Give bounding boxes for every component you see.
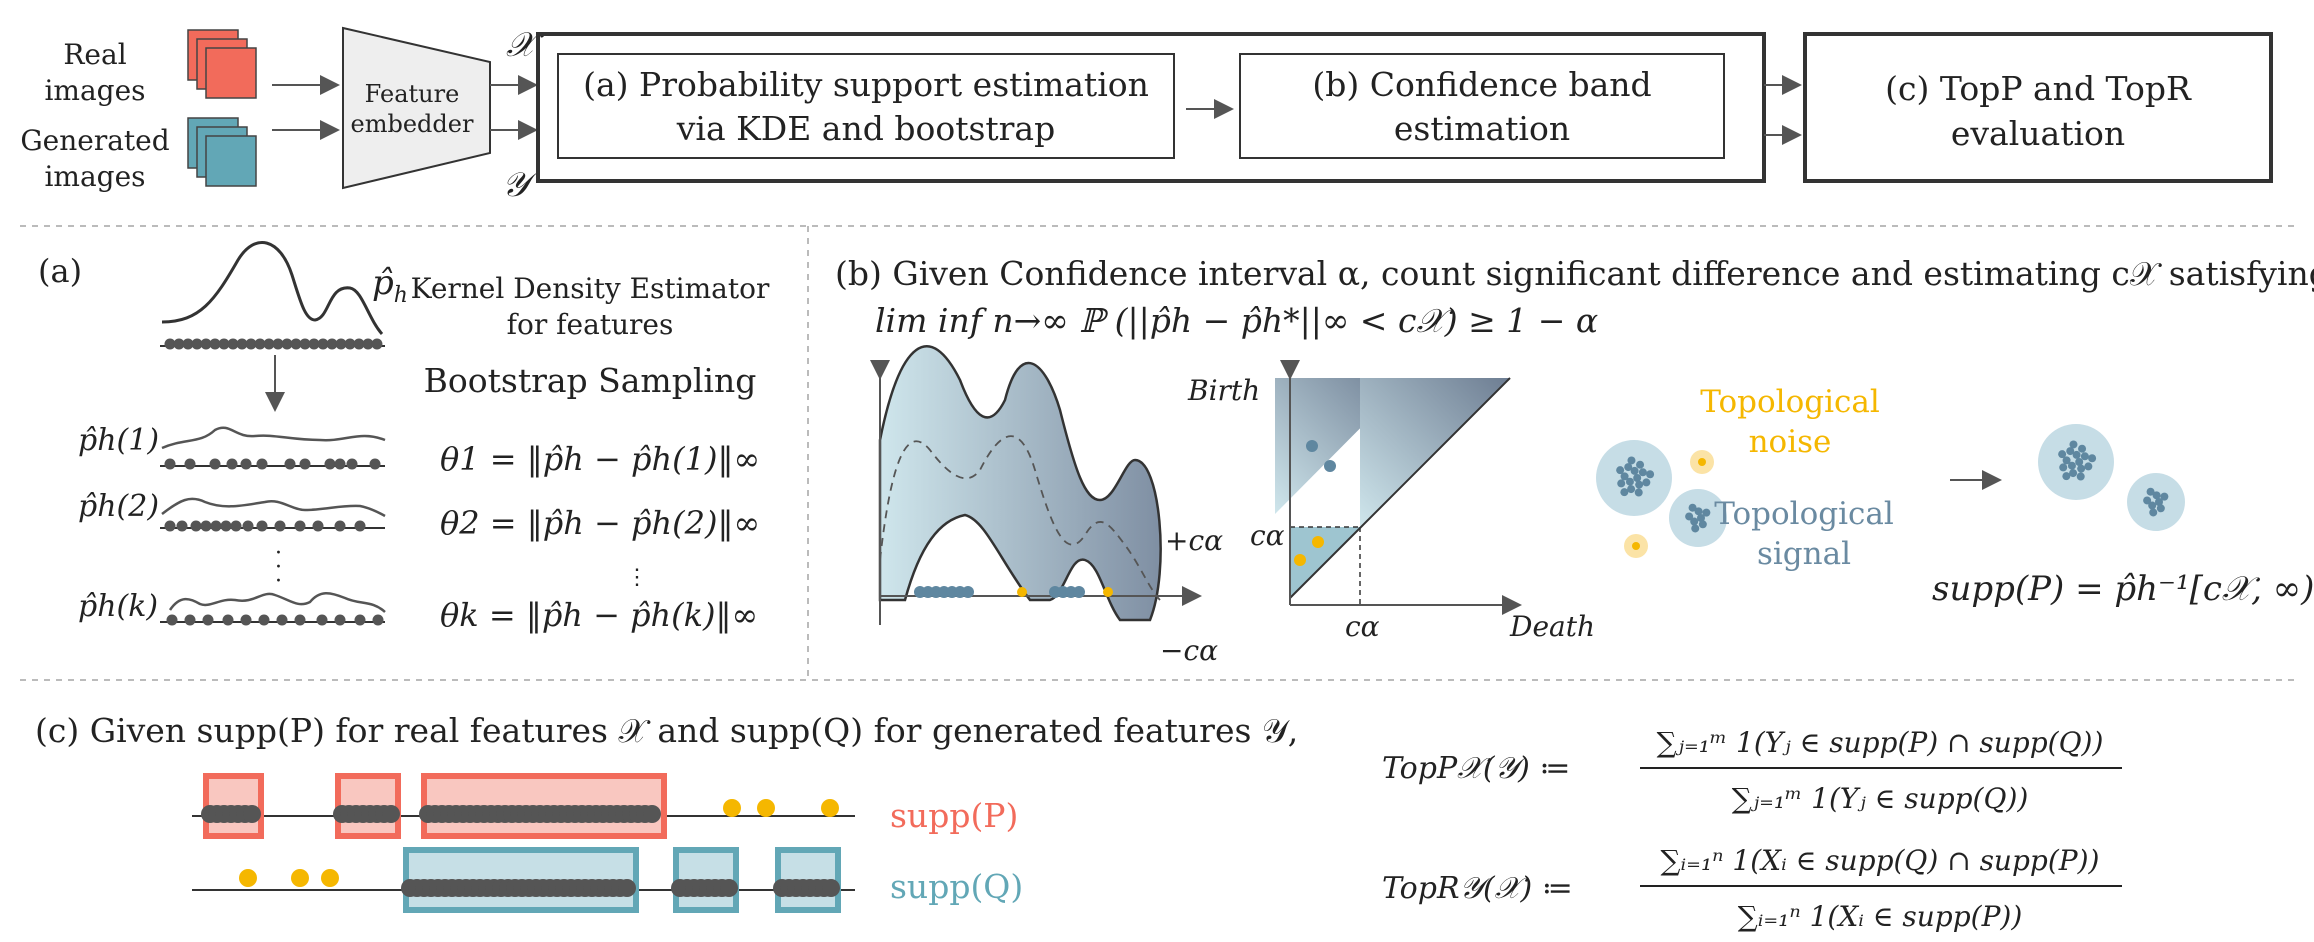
panel-b-line-2: lim inf n→∞ ℙ (||p̂h − p̂h*||∞ < c𝒳) ≥ 1… (875, 301, 1598, 340)
theta-1: θ1 = ‖p̂h − p̂h(1)‖∞ (440, 440, 760, 478)
estimated-density (879, 435, 1161, 601)
confidence-band (878, 345, 1162, 622)
death-label: Death (1509, 610, 1595, 643)
bootstrap-curve-1 (161, 426, 386, 450)
kde-label-1: Kernel Density Estimator (411, 272, 770, 305)
real-points-row (201, 799, 839, 823)
bootstrap-points-2 (164, 520, 366, 532)
box-b-label-2: estimation (1394, 109, 1570, 148)
supp-formula: supp(P) = p̂h⁻¹[c𝒳, ∞) (1932, 569, 2314, 609)
svg-text:·: · (275, 569, 282, 594)
panel-c-line: (c) Given supp(P) for real features 𝒳 an… (35, 711, 1298, 750)
minus-c-alpha: −cα (1160, 634, 1218, 667)
generated-images-label-1: Generated (20, 124, 169, 157)
noise-label-1: Topological (1700, 384, 1880, 420)
panel-b: (b) Given Confidence interval α, count s… (835, 254, 2314, 667)
topr-denominator: ∑ᵢ₌₁ⁿ 1(Xᵢ ∈ supp(P)) (1738, 900, 2023, 933)
signal-label-2: signal (1757, 536, 1851, 572)
generated-images-label-2: images (44, 160, 145, 193)
rowk-label: p̂h(k) (78, 589, 158, 624)
feature-embedder-block (342, 26, 491, 190)
pipeline: Real images Generated images Feature emb… (20, 25, 2273, 205)
diagonal-line (1289, 377, 1511, 599)
topr-lhs: TopR𝒴(𝒳) ≔ (1382, 871, 1573, 906)
noise-label-2: noise (1749, 424, 1832, 460)
box-a (557, 53, 1175, 159)
box-b (1239, 53, 1725, 159)
cluster-points-right (2058, 440, 2169, 517)
c-alpha-y-label: cα (1250, 519, 1285, 552)
box-c-label-1: (c) TopP and TopR (1885, 69, 2192, 108)
bootstrap-points-1 (164, 458, 381, 470)
kde-curve (161, 241, 384, 335)
row1-label: p̂h(1) (78, 423, 159, 458)
theta-k: θk = ‖p̂h − p̂h(k)‖∞ (440, 596, 758, 634)
kde-label-2: for features (507, 308, 674, 341)
signal-label-1: Topological (1714, 496, 1894, 532)
row2-label: p̂h(2) (78, 489, 159, 524)
embedder-label-1: Feature (365, 80, 460, 108)
box-b-label-1: (b) Confidence band (1312, 65, 1651, 104)
c-alpha-x-label: cα (1345, 610, 1380, 643)
generated-images-stack-icon (187, 117, 257, 187)
bootstrap-curve-2 (161, 497, 386, 518)
real-images-label-2: images (44, 74, 145, 107)
box-a-label-2: via KDE and bootstrap (676, 109, 1056, 148)
bootstrap-label: Bootstrap Sampling (424, 361, 757, 400)
topr-numerator: ∑ᵢ₌₁ⁿ 1(Xᵢ ∈ supp(Q) ∩ supp(P)) (1661, 844, 2100, 877)
y-symbol: 𝒴 (502, 165, 537, 205)
ph-symbol: p̂h (372, 263, 408, 308)
cluster-points-left (1616, 456, 1711, 533)
plus-c-alpha: +cα (1165, 524, 1223, 557)
bootstrap-curve-k (168, 592, 386, 613)
theta-2: θ2 = ‖p̂h − p̂h(2)‖∞ (440, 504, 760, 542)
panel-c: (c) Given supp(P) for real features 𝒳 an… (35, 711, 2122, 933)
real-images-label-1: Real (63, 38, 126, 71)
bootstrap-points-k (166, 614, 384, 626)
box-c (1803, 32, 2273, 183)
topp-numerator: ∑ⱼ₌₁ᵐ 1(Yⱼ ∈ supp(P) ∩ supp(Q)) (1657, 726, 2104, 759)
panel-a: (a) p̂h Kernel Density Estimator for fea… (38, 241, 770, 634)
panel-a-tag: (a) (38, 252, 82, 290)
svg-text:·: · (275, 541, 282, 566)
band-sample-points (914, 586, 1113, 598)
topp-lhs: TopP𝒳(𝒴) ≔ (1382, 751, 1570, 786)
generated-points-row (239, 869, 840, 897)
kde-sample-points (164, 338, 383, 350)
box-a-label-1: (a) Probability support estimation (583, 65, 1149, 104)
suppP-label: supp(P) (890, 796, 1018, 835)
svg-text:·: · (275, 555, 282, 580)
box-c-label-2: evaluation (1951, 114, 2125, 153)
embedder-label-2: embedder (351, 110, 474, 138)
svg-text:⋮: ⋮ (626, 565, 648, 590)
birth-label: Birth (1187, 374, 1260, 407)
topp-denominator: ∑ⱼ₌₁ᵐ 1(Yⱼ ∈ supp(Q)) (1732, 782, 2029, 815)
suppQ-label: supp(Q) (890, 867, 1023, 906)
pipeline-outer-box (536, 32, 1766, 183)
real-images-stack-icon (187, 29, 257, 99)
panel-b-line-1: (b) Given Confidence interval α, count s… (835, 254, 2314, 293)
